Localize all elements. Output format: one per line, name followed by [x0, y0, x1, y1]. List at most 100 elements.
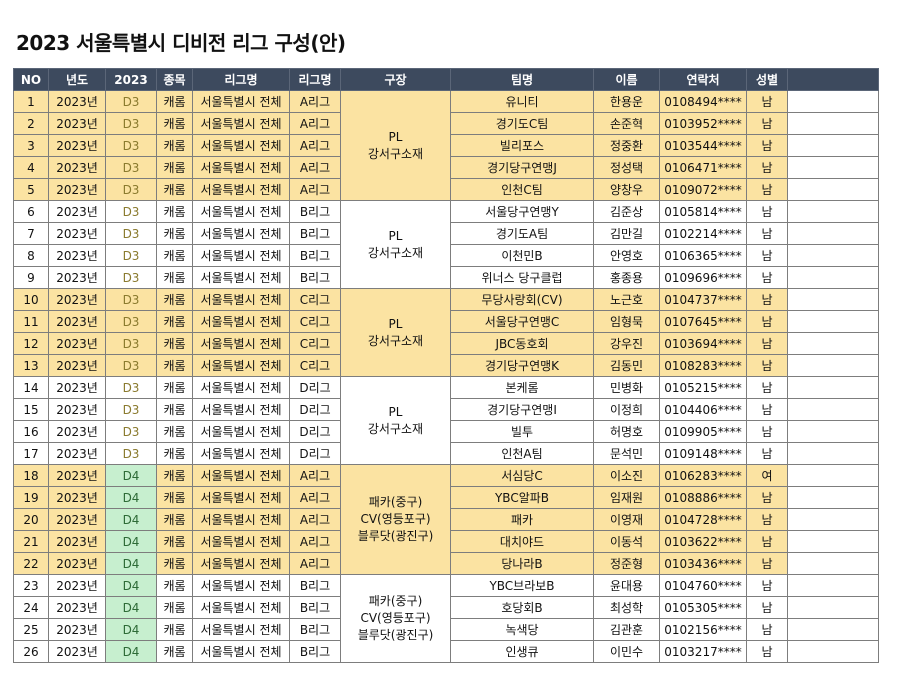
cell-gender: 남 — [746, 266, 788, 289]
venue-line: 강서구소재 — [367, 146, 424, 161]
cell-year: 2023년 — [48, 508, 106, 531]
cell-gender: 남 — [746, 156, 788, 179]
cell-name: 이소진 — [593, 464, 660, 487]
table-row: 1 2023년 D3 캐롬 서울특별시 전체 A리그 PL 강서구소재 유니티 한용운 010849… — [13, 90, 879, 201]
header-name: 이름 — [593, 68, 660, 91]
venue-line: 블루닷(광진구) — [357, 628, 434, 642]
cell-division: D3 — [105, 376, 157, 399]
cell-gender: 여 — [746, 464, 788, 487]
cell-division: D4 — [105, 486, 157, 509]
cell-phone: 0108494**** — [659, 90, 747, 113]
cell-blank — [787, 200, 879, 223]
cell-year: 2023년 — [48, 112, 106, 135]
cell-no: 23 — [13, 574, 49, 597]
cell-year: 2023년 — [48, 156, 106, 179]
cell-team: 무당사랑회(CV) — [450, 288, 594, 311]
cell-year: 2023년 — [48, 596, 106, 619]
cell-team: 대치야드 — [450, 530, 594, 553]
cell-league-area: 서울특별시 전체 — [192, 178, 290, 201]
table-row: 23 2023년 D4 캐롬 서울특별시 전체 B리그 패카(중구) CV(영등포구) 블루닷(… — [13, 574, 879, 663]
cell-league: B리그 — [289, 574, 341, 597]
cell-name: 김관훈 — [593, 618, 660, 641]
cell-team: 본케롬 — [450, 376, 594, 399]
cell-division: D3 — [105, 332, 157, 355]
cell-no: 25 — [13, 618, 49, 641]
cell-league: B리그 — [289, 244, 341, 267]
cell-no: 22 — [13, 552, 49, 575]
table-row: 26 2023년 D4 캐롬 서울특별시 전체 B리그 인생큐 이민수 0103217**** 남 — [13, 640, 879, 663]
cell-venue: PL 강서구소재 — [340, 376, 451, 465]
table-row: 6 2023년 D3 캐롬 서울특별시 전체 B리그 PL 강서구소재 서울당구연맹Y 김준상 01… — [13, 200, 879, 289]
cell-division: D3 — [105, 398, 157, 421]
header-sport: 종목 — [156, 68, 193, 91]
cell-phone: 0106471**** — [659, 156, 747, 179]
cell-division: D3 — [105, 156, 157, 179]
venue-line: CV(영등포구) — [360, 611, 431, 625]
cell-no: 19 — [13, 486, 49, 509]
cell-league: D리그 — [289, 442, 341, 465]
table-row: 9 2023년 D3 캐롬 서울특별시 전체 B리그 위너스 당구클럽 홍종용 0109696*… — [13, 266, 879, 289]
cell-no: 20 — [13, 508, 49, 531]
cell-league-area: 서울특별시 전체 — [192, 552, 290, 575]
cell-gender: 남 — [746, 508, 788, 531]
cell-name: 허명호 — [593, 420, 660, 443]
cell-team: 경기도A팀 — [450, 222, 594, 245]
cell-team: JBC동호회 — [450, 332, 594, 355]
cell-league-area: 서울특별시 전체 — [192, 442, 290, 465]
table-row: 7 2023년 D3 캐롬 서울특별시 전체 B리그 경기도A팀 김만길 0102214****… — [13, 222, 879, 245]
cell-name: 안영호 — [593, 244, 660, 267]
header-no: NO — [13, 68, 49, 91]
cell-division: D3 — [105, 354, 157, 377]
cell-year: 2023년 — [48, 552, 106, 575]
cell-league-area: 서울특별시 전체 — [192, 486, 290, 509]
cell-venue: PL 강서구소재 — [340, 288, 451, 377]
cell-team: 위너스 당구클럽 — [450, 266, 594, 289]
cell-name: 문석민 — [593, 442, 660, 465]
cell-league: D리그 — [289, 420, 341, 443]
cell-phone: 0106283**** — [659, 464, 747, 487]
cell-no: 6 — [13, 200, 49, 223]
cell-league: A리그 — [289, 156, 341, 179]
cell-team: 인생큐 — [450, 640, 594, 663]
cell-phone: 0108886**** — [659, 486, 747, 509]
cell-phone: 0103952**** — [659, 112, 747, 135]
cell-name: 손준혁 — [593, 112, 660, 135]
cell-no: 21 — [13, 530, 49, 553]
cell-phone: 0102214**** — [659, 222, 747, 245]
cell-league-area: 서울특별시 전체 — [192, 464, 290, 487]
cell-year: 2023년 — [48, 332, 106, 355]
cell-no: 17 — [13, 442, 49, 465]
cell-sport: 캐롬 — [156, 398, 193, 421]
cell-phone: 0109072**** — [659, 178, 747, 201]
cell-sport: 캐롬 — [156, 574, 193, 597]
cell-division: D4 — [105, 552, 157, 575]
cell-phone: 0104728**** — [659, 508, 747, 531]
cell-name: 강우진 — [593, 332, 660, 355]
cell-sport: 캐롬 — [156, 112, 193, 135]
cell-year: 2023년 — [48, 222, 106, 245]
cell-division: D3 — [105, 420, 157, 443]
cell-no: 26 — [13, 640, 49, 663]
header-blank — [787, 68, 879, 91]
cell-phone: 0103544**** — [659, 134, 747, 157]
cell-team: 경기당구연맹K — [450, 354, 594, 377]
cell-team: 녹색당 — [450, 618, 594, 641]
cell-gender: 남 — [746, 398, 788, 421]
cell-gender: 남 — [746, 244, 788, 267]
cell-league-area: 서울특별시 전체 — [192, 640, 290, 663]
cell-name: 김동민 — [593, 354, 660, 377]
cell-blank — [787, 530, 879, 553]
cell-league: A리그 — [289, 134, 341, 157]
table-row: 16 2023년 D3 캐롬 서울특별시 전체 D리그 빌투 허명호 0109905**** 남 — [13, 420, 879, 443]
cell-year: 2023년 — [48, 310, 106, 333]
cell-blank — [787, 112, 879, 135]
cell-league-area: 서울특별시 전체 — [192, 332, 290, 355]
cell-blank — [787, 156, 879, 179]
cell-phone: 0104760**** — [659, 574, 747, 597]
cell-name: 임재원 — [593, 486, 660, 509]
cell-league: A리그 — [289, 508, 341, 531]
cell-blank — [787, 354, 879, 377]
venue-line: 패카(중구) — [368, 594, 423, 608]
cell-blank — [787, 552, 879, 575]
cell-year: 2023년 — [48, 90, 106, 113]
